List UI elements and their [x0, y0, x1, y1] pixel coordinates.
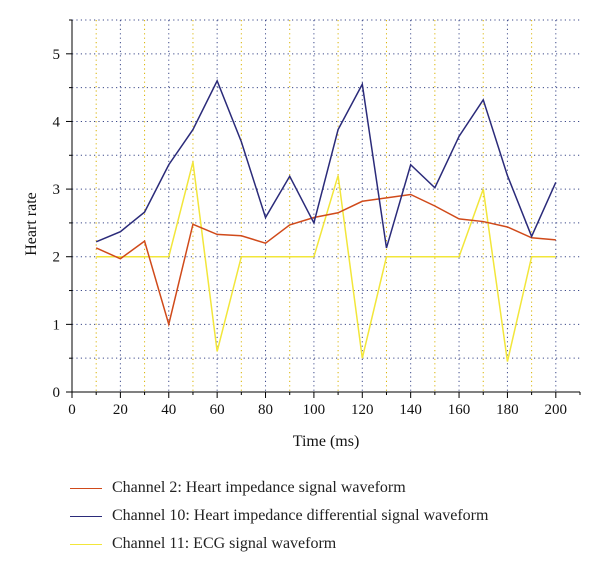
axes: 0 20 40 60 80 100 120 140 160 180 200 0 1 2 3 4 5: [53, 19, 581, 418]
x-tick-label: 80: [258, 402, 273, 418]
x-tick-label: 60: [210, 402, 225, 418]
series-line-channel-11: [96, 161, 556, 362]
y-tick-label: 3: [53, 182, 61, 198]
legend-item-channel-2: Channel 2: Heart impedance signal wavefo…: [70, 474, 488, 502]
series-lines: [95, 79, 557, 362]
y-tick-label: 5: [53, 47, 61, 63]
legend-item-channel-10: Channel 10: Heart impedance differential…: [70, 502, 488, 530]
legend-swatch-channel-10: [70, 515, 102, 517]
y-tick-label: 0: [53, 385, 61, 401]
legend-swatch-channel-2: [70, 487, 102, 489]
legend-label-channel-11: Channel 11: ECG signal waveform: [112, 535, 337, 552]
x-tick-label: 180: [496, 402, 519, 418]
y-tick-label: 1: [53, 317, 61, 333]
x-tick-label: 100: [303, 402, 326, 418]
x-axis-title: Time (ms): [293, 433, 360, 450]
legend-item-channel-11: Channel 11: ECG signal waveform: [70, 530, 488, 558]
y-tick-label: 4: [53, 114, 61, 130]
legend-label-channel-10: Channel 10: Heart impedance differential…: [112, 507, 489, 524]
line-chart: 0 20 40 60 80 100 120 140 160 180 200 0 1 2 3 4 5 Time (…: [23, 19, 581, 450]
x-tick-label: 20: [113, 402, 128, 418]
x-tick-label: 40: [161, 402, 176, 418]
series-line-channel-2: [95, 193, 556, 328]
y-tick-label: 2: [53, 250, 61, 266]
legend-swatch-channel-11: [70, 543, 102, 545]
x-tick-label: 140: [399, 402, 422, 418]
grid: [72, 19, 580, 392]
y-axis-title: Heart rate: [23, 192, 40, 256]
x-tick-label: 200: [545, 402, 568, 418]
x-tick-label: 160: [448, 402, 471, 418]
x-tick-label: 0: [68, 402, 76, 418]
legend-label-channel-2: Channel 2: Heart impedance signal wavefo…: [112, 479, 406, 496]
series-line-channel-10: [95, 79, 557, 249]
x-tick-label: 120: [351, 402, 374, 418]
legend: Channel 2: Heart impedance signal wavefo…: [70, 474, 488, 558]
